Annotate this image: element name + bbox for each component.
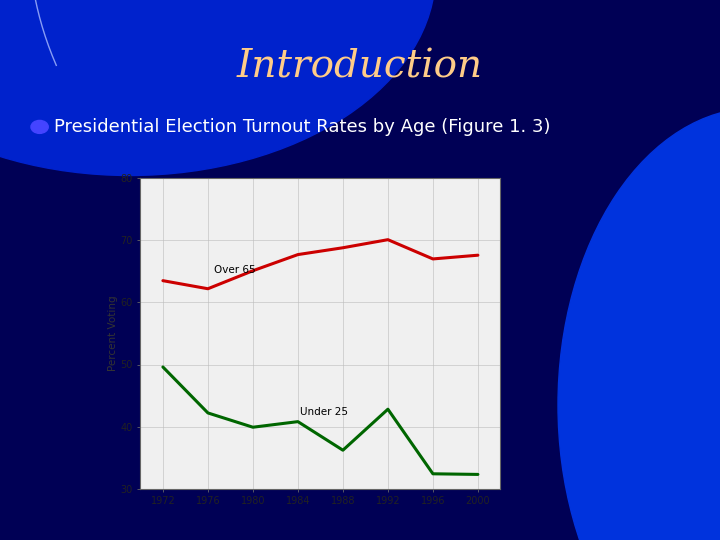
Text: Under 25: Under 25	[300, 407, 348, 417]
Text: Introduction: Introduction	[237, 49, 483, 86]
Ellipse shape	[558, 108, 720, 540]
Text: Over 65: Over 65	[214, 265, 255, 275]
Y-axis label: Percent Voting: Percent Voting	[107, 295, 117, 372]
Circle shape	[31, 120, 48, 133]
Ellipse shape	[0, 0, 436, 176]
Text: Presidential Election Turnout Rates by Age (Figure 1. 3): Presidential Election Turnout Rates by A…	[54, 118, 551, 136]
